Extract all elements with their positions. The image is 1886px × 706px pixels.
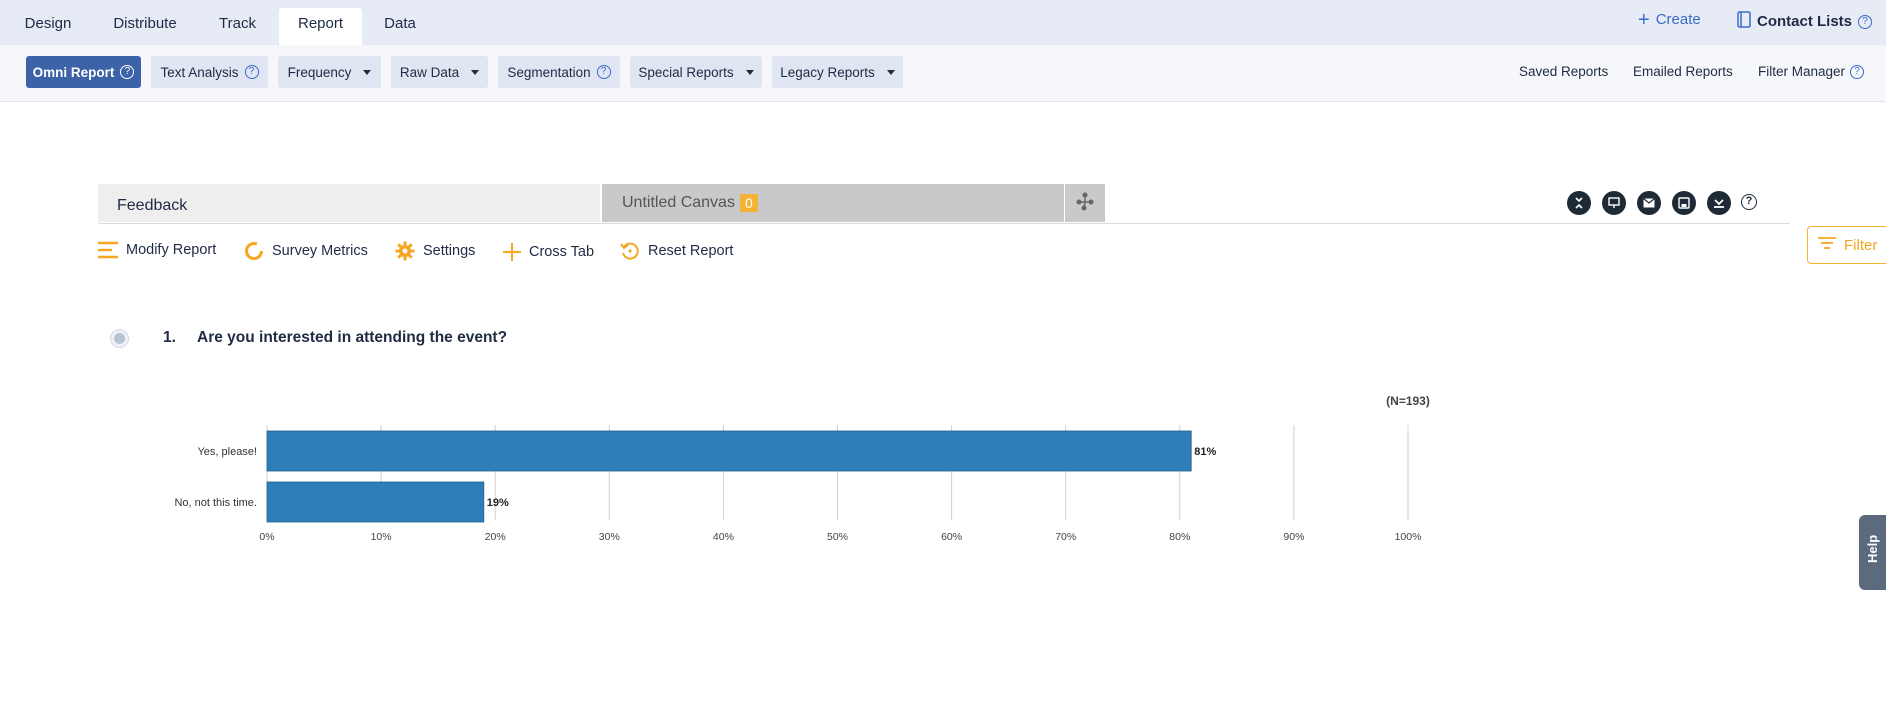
x-tick-label: 70% bbox=[1055, 531, 1076, 543]
survey-metrics-label: Survey Metrics bbox=[272, 243, 368, 259]
reset-report-label: Reset Report bbox=[648, 243, 734, 259]
canvas-tab-label: Feedback bbox=[117, 196, 188, 214]
x-tick-label: 60% bbox=[941, 531, 962, 543]
download-icon[interactable] bbox=[1707, 191, 1731, 215]
reset-icon bbox=[620, 241, 640, 261]
x-tick-label: 20% bbox=[485, 531, 506, 543]
survey-metrics-button[interactable]: Survey Metrics bbox=[244, 241, 368, 261]
help-icon[interactable]: ? bbox=[120, 65, 135, 79]
x-tick-label: 0% bbox=[259, 531, 274, 543]
tab-data[interactable]: Data bbox=[384, 15, 416, 32]
question-text: Are you interested in attending the even… bbox=[197, 329, 508, 346]
help-icon[interactable]: ? bbox=[596, 65, 611, 79]
canvas-tab-untitled[interactable]: Untitled Canvas 0 bbox=[602, 184, 1064, 222]
legacy-reports-dropdown[interactable]: Legacy Reports bbox=[772, 56, 903, 88]
help-tab[interactable]: Help bbox=[1859, 515, 1886, 590]
cross-tab-button[interactable]: Cross Tab bbox=[503, 243, 594, 261]
tab-distribute[interactable]: Distribute bbox=[113, 15, 177, 32]
bar-value-label: 81% bbox=[1194, 446, 1216, 458]
gear-icon bbox=[395, 241, 415, 261]
bar-value-label: 19% bbox=[487, 497, 509, 509]
filter-manager-label: Filter Manager bbox=[1758, 64, 1846, 79]
question-number: 1. bbox=[163, 329, 176, 346]
help-tab-label: Help bbox=[1865, 534, 1880, 563]
category-label: Yes, please! bbox=[197, 446, 257, 458]
emailed-reports-link[interactable]: Emailed Reports bbox=[1633, 64, 1733, 79]
filter-icon bbox=[1818, 236, 1836, 254]
help-icon[interactable]: ? bbox=[1850, 64, 1865, 79]
canvas-count-badge: 0 bbox=[739, 194, 758, 212]
modify-report-label: Modify Report bbox=[126, 242, 217, 258]
canvas-tree-button[interactable] bbox=[1065, 184, 1105, 222]
x-tick-label: 50% bbox=[827, 531, 848, 543]
segmentation-button[interactable]: Segmentation ? bbox=[498, 56, 620, 88]
text-analysis-label: Text Analysis bbox=[160, 64, 239, 80]
x-tick-label: 10% bbox=[371, 531, 392, 543]
tab-report[interactable]: Report bbox=[279, 8, 362, 45]
collapse-all-icon[interactable] bbox=[1567, 191, 1591, 215]
help-icon[interactable]: ? bbox=[244, 65, 259, 79]
top-nav: Design Distribute Track Report Data + Cr… bbox=[0, 0, 1886, 45]
chevron-down-icon bbox=[363, 69, 372, 75]
x-tick-label: 100% bbox=[1395, 531, 1422, 543]
frequency-label: Frequency bbox=[287, 64, 352, 80]
x-tick-label: 90% bbox=[1283, 531, 1304, 543]
contact-lists-button[interactable]: Contact Lists ? bbox=[1737, 11, 1873, 32]
sample-size-label: (N=193) bbox=[1386, 394, 1430, 408]
help-icon[interactable]: ? bbox=[1858, 14, 1873, 29]
question-select-radio[interactable] bbox=[110, 329, 129, 348]
chevron-down-icon bbox=[471, 69, 480, 75]
list-icon bbox=[98, 241, 118, 259]
canvas-tab-feedback[interactable]: Feedback bbox=[98, 184, 600, 222]
frequency-dropdown[interactable]: Frequency bbox=[278, 56, 381, 88]
cross-tab-label: Cross Tab bbox=[529, 244, 595, 260]
contact-lists-label: Contact Lists bbox=[1757, 13, 1853, 30]
plus-icon: + bbox=[1638, 8, 1650, 31]
saved-reports-link[interactable]: Saved Reports bbox=[1519, 64, 1609, 79]
tab-track[interactable]: Track bbox=[219, 15, 256, 32]
email-icon[interactable] bbox=[1637, 191, 1661, 215]
raw-data-dropdown[interactable]: Raw Data bbox=[391, 56, 488, 88]
chevron-down-icon bbox=[886, 69, 895, 75]
bar bbox=[266, 481, 485, 523]
presentation-icon[interactable] bbox=[1602, 191, 1626, 215]
filter-button[interactable]: Filter bbox=[1807, 226, 1886, 264]
bar bbox=[266, 430, 1192, 472]
x-tick-label: 40% bbox=[713, 531, 734, 543]
omni-report-label: Omni Report bbox=[32, 64, 115, 80]
raw-data-label: Raw Data bbox=[399, 64, 460, 80]
x-tick-label: 80% bbox=[1169, 531, 1190, 543]
create-label: Create bbox=[1655, 11, 1701, 28]
reset-report-button[interactable]: Reset Report bbox=[620, 241, 733, 261]
settings-label: Settings bbox=[423, 243, 476, 259]
modify-report-button[interactable]: Modify Report bbox=[98, 241, 216, 259]
book-icon bbox=[1737, 11, 1751, 32]
filter-label: Filter bbox=[1844, 236, 1878, 254]
category-label: No, not this time. bbox=[174, 497, 257, 509]
create-button[interactable]: + Create bbox=[1638, 8, 1701, 31]
chevron-down-icon bbox=[745, 69, 754, 75]
omni-report-button[interactable]: Omni Report ? bbox=[26, 56, 141, 88]
segmentation-label: Segmentation bbox=[507, 64, 591, 80]
help-icon[interactable]: ? bbox=[1741, 194, 1757, 210]
bar-chart: 0% 10% 20% 30% 40% 50% 60% 70% 80% 90% 100% (N=193)… bbox=[174, 394, 1430, 543]
save-icon[interactable] bbox=[1672, 191, 1696, 215]
tab-design[interactable]: Design bbox=[24, 15, 72, 32]
plus-icon bbox=[503, 243, 521, 261]
text-analysis-button[interactable]: Text Analysis ? bbox=[151, 56, 268, 88]
x-tick-label: 30% bbox=[599, 531, 620, 543]
settings-button[interactable]: Settings bbox=[395, 241, 475, 261]
filter-manager-link[interactable]: Filter Manager ? bbox=[1758, 64, 1865, 79]
hierarchy-icon bbox=[1075, 191, 1095, 216]
tab-divider bbox=[98, 223, 1790, 224]
special-reports-label: Special Reports bbox=[638, 64, 734, 80]
special-reports-dropdown[interactable]: Special Reports bbox=[630, 56, 762, 88]
canvas-tab-label: Untitled Canvas bbox=[622, 194, 735, 211]
donut-chart-icon bbox=[244, 241, 264, 261]
legacy-reports-label: Legacy Reports bbox=[780, 64, 875, 80]
